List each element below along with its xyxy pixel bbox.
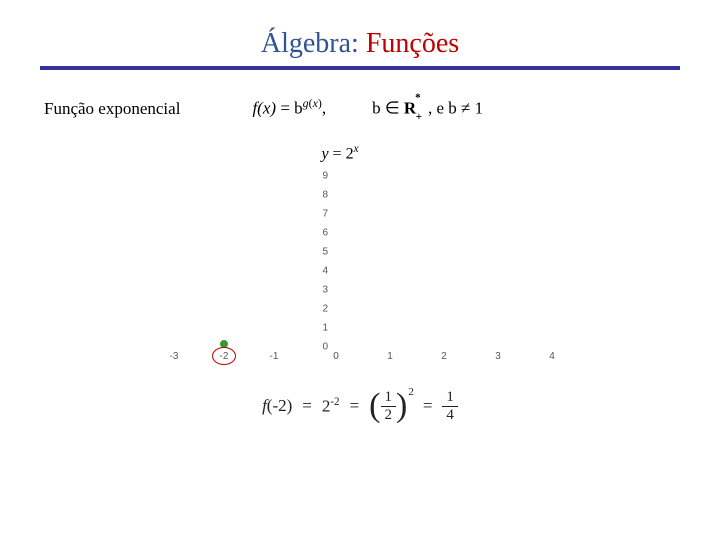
formula-eq: = b: [276, 99, 303, 118]
x-tick: -2: [220, 351, 229, 362]
eqlabel-y: y: [321, 145, 328, 162]
x-tick: 3: [495, 351, 501, 362]
domain-condition: b ∈ R*+, e b ≠ 1: [372, 98, 483, 121]
y-tick: 4: [322, 266, 328, 277]
r-star-plus: R*+: [404, 98, 428, 121]
title-word-2: Funções: [359, 28, 459, 59]
frac2-num: 1: [442, 390, 458, 407]
title-word-1: Álgebra:: [261, 28, 359, 59]
formula-f: f: [252, 99, 257, 118]
frac-quarter: 1 4: [442, 390, 458, 423]
y-tick: 2: [322, 304, 328, 315]
cond-b-in: b ∈: [372, 99, 404, 118]
r-plus: +: [416, 111, 422, 123]
eq-paren-group: ( 1 2 ) 2: [369, 389, 413, 423]
eq-eq3: =: [423, 396, 433, 416]
y-tick: 0: [322, 342, 328, 353]
y-tick: 1: [322, 323, 328, 334]
eq-eq2: =: [350, 396, 360, 416]
eq-term1: 2-2: [322, 396, 340, 417]
formula-comma: ,: [322, 99, 326, 118]
x-tick: 4: [549, 351, 555, 362]
x-tick: -3: [170, 351, 179, 362]
title-underline: [40, 66, 680, 72]
exponential-chart: 9 8 7 6 5 4 3 2 1 0 -3 -2 -1 0 1 2 3 4: [140, 173, 580, 383]
frac2-den: 4: [446, 407, 454, 423]
worked-equation: f(-2) = 2-2 = ( 1 2 ) 2 = 1 4: [0, 389, 720, 423]
y-tick: 6: [322, 228, 328, 239]
x-tick: -1: [270, 351, 279, 362]
eq-lhs: f(-2): [262, 396, 292, 416]
y-tick: 8: [322, 190, 328, 201]
y-tick: 5: [322, 247, 328, 258]
r-star: *: [415, 92, 421, 104]
eqlabel-eq: = 2: [329, 145, 354, 162]
frac-num: 1: [381, 390, 397, 407]
eq-eq1: =: [302, 396, 312, 416]
eqlabel-x: x: [354, 143, 359, 155]
subtitle-label: Função exponencial: [44, 99, 180, 119]
paren-right: ): [396, 389, 407, 423]
y-tick: 9: [322, 171, 328, 182]
frac-den: 2: [385, 407, 393, 423]
y-tick: 7: [322, 209, 328, 220]
function-formula: f(x) = bg(x),: [252, 96, 326, 119]
eq-pow2: 2: [408, 386, 414, 398]
subtitle-row: Função exponencial f(x) = bg(x), b ∈ R*+…: [0, 96, 720, 121]
cond-rest: , e b ≠ 1: [428, 99, 483, 118]
eq-arg: (-2): [267, 396, 292, 415]
y-tick: 3: [322, 285, 328, 296]
slide-title: Álgebra: Funções: [0, 0, 720, 60]
paren-left: (: [369, 389, 380, 423]
eq-pow1: -2: [330, 396, 339, 408]
x-tick: 0: [333, 351, 339, 362]
formula-x: x: [263, 99, 271, 118]
frac-half: 1 2: [381, 390, 397, 423]
equation-label: y = 2x: [0, 143, 720, 163]
x-tick: 2: [441, 351, 447, 362]
x-tick: 1: [387, 351, 393, 362]
